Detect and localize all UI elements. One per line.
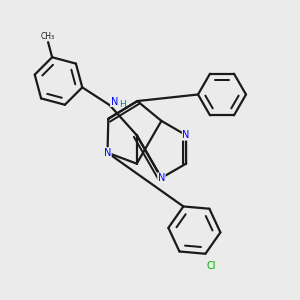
Text: CH₃: CH₃: [41, 32, 55, 41]
Text: N: N: [110, 97, 118, 106]
Text: N: N: [158, 173, 165, 183]
Text: N: N: [104, 148, 111, 158]
Text: H: H: [119, 100, 126, 109]
Text: N: N: [182, 130, 190, 140]
Text: Cl: Cl: [206, 261, 216, 271]
